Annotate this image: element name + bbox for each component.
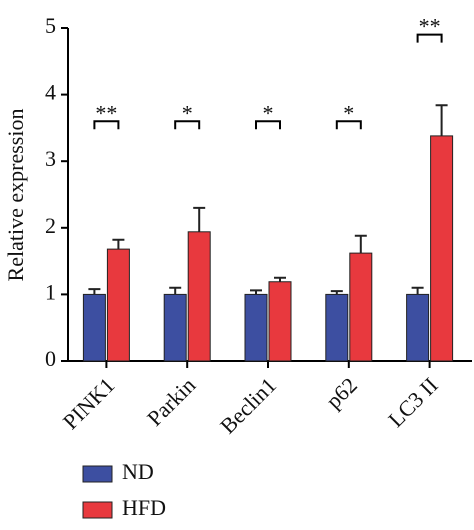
bar	[244, 293, 268, 362]
significance-label: **	[419, 14, 441, 39]
error-bar	[354, 234, 367, 254]
legend-swatch	[82, 501, 113, 519]
x-tick-label: Beclin1	[215, 372, 281, 438]
significance-bracket	[416, 33, 443, 43]
significance-label: *	[182, 100, 193, 125]
error-bar	[169, 286, 182, 295]
legend-label: ND	[122, 459, 154, 484]
bar	[325, 293, 349, 362]
significance-bracket	[174, 120, 201, 130]
y-tick-label: 5	[45, 13, 56, 38]
legend-swatch	[82, 465, 113, 483]
bar	[82, 293, 106, 362]
significance-label: *	[343, 100, 354, 125]
y-axis-label: Relative expression	[3, 109, 28, 282]
y-tick-label: 3	[45, 146, 56, 171]
error-bar	[112, 238, 125, 250]
bar	[268, 281, 292, 362]
error-bar	[330, 290, 343, 295]
significance-bracket	[255, 120, 281, 130]
y-tick-label: 1	[45, 279, 56, 304]
y-tick-label: 2	[45, 213, 56, 238]
bar	[430, 135, 454, 362]
significance-label: **	[95, 100, 117, 125]
significance-bracket	[335, 120, 362, 130]
legend-label: HFD	[122, 495, 166, 520]
bar	[187, 231, 211, 362]
bar	[406, 293, 430, 362]
y-tick-label: 0	[45, 346, 56, 371]
bar	[106, 248, 130, 362]
error-bar	[88, 288, 101, 295]
x-tick-label: LC3 II	[383, 372, 443, 432]
error-bar	[411, 286, 424, 295]
x-tick-label: Parkin	[142, 372, 200, 430]
significance-label: *	[263, 100, 274, 125]
significance-bracket	[93, 120, 120, 130]
error-bar	[250, 289, 262, 295]
y-tick-label: 4	[45, 80, 56, 105]
bar	[163, 293, 187, 362]
error-bar	[435, 104, 448, 136]
bar	[349, 252, 373, 362]
x-tick-label: p62	[321, 372, 362, 413]
error-bar	[274, 276, 286, 282]
x-tick-label: PINK1	[58, 372, 120, 434]
error-bar	[193, 206, 206, 232]
